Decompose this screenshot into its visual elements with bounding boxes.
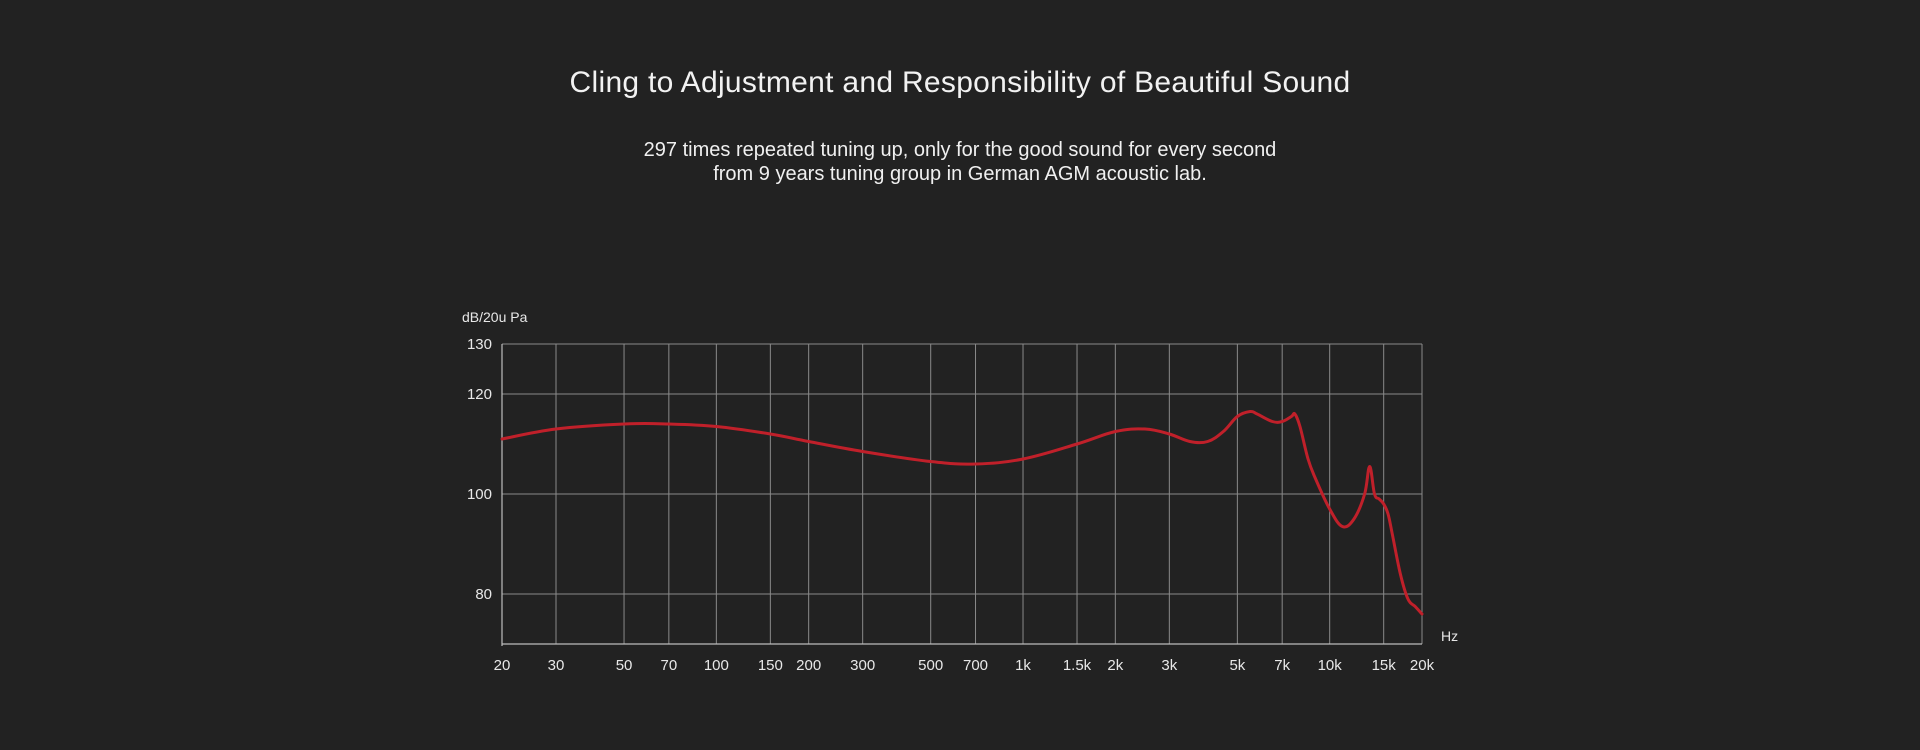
- x-tick-label: 200: [796, 657, 821, 674]
- chart-series: [500, 409, 1424, 616]
- x-tick-label: 700: [963, 657, 988, 674]
- x-axis-ticks: 20 30 50 70 100 150 200 300 500 700 1k 1.5k 2k 3k 5k 7k…: [494, 657, 1435, 674]
- x-tick-label: 1.5k: [1063, 657, 1092, 674]
- subtitle-line-2: from 9 years tuning group in German AGM …: [713, 163, 1207, 185]
- frequency-response-line: [500, 409, 1424, 616]
- x-tick-label: 20k: [1410, 657, 1435, 674]
- x-tick-label: 7k: [1274, 657, 1290, 674]
- page-subtitle: 297 times repeated tuning up, only for t…: [0, 138, 1920, 186]
- x-tick-label: 100: [704, 657, 729, 674]
- x-tick-label: 1k: [1015, 657, 1031, 674]
- x-tick-label: 30: [548, 657, 565, 674]
- x-tick-label: 70: [661, 657, 678, 674]
- x-tick-label: 20: [494, 657, 511, 674]
- y-tick-label: 80: [475, 586, 492, 603]
- x-tick-label: 15k: [1372, 657, 1397, 674]
- x-tick-label: 10k: [1318, 657, 1343, 674]
- y-axis-ticks: 130 120 100 80: [467, 336, 492, 603]
- x-tick-label: 2k: [1107, 657, 1123, 674]
- subtitle-line-1: 297 times repeated tuning up, only for t…: [643, 139, 1277, 161]
- x-tick-label: 150: [758, 657, 783, 674]
- y-tick-label: 130: [467, 336, 492, 353]
- x-tick-label: 50: [616, 657, 633, 674]
- x-tick-label: 500: [918, 657, 943, 674]
- y-tick-label: 120: [467, 386, 492, 403]
- x-axis-label: Hz: [1441, 628, 1458, 644]
- y-tick-label: 100: [467, 486, 492, 503]
- page-title: Cling to Adjustment and Responsibility o…: [569, 66, 1351, 99]
- x-tick-label: 3k: [1161, 657, 1177, 674]
- x-tick-label: 300: [850, 657, 875, 674]
- y-axis-label: dB/20u Pa: [462, 309, 528, 325]
- chart-grid: [501, 343, 1423, 646]
- x-tick-label: 5k: [1229, 657, 1245, 674]
